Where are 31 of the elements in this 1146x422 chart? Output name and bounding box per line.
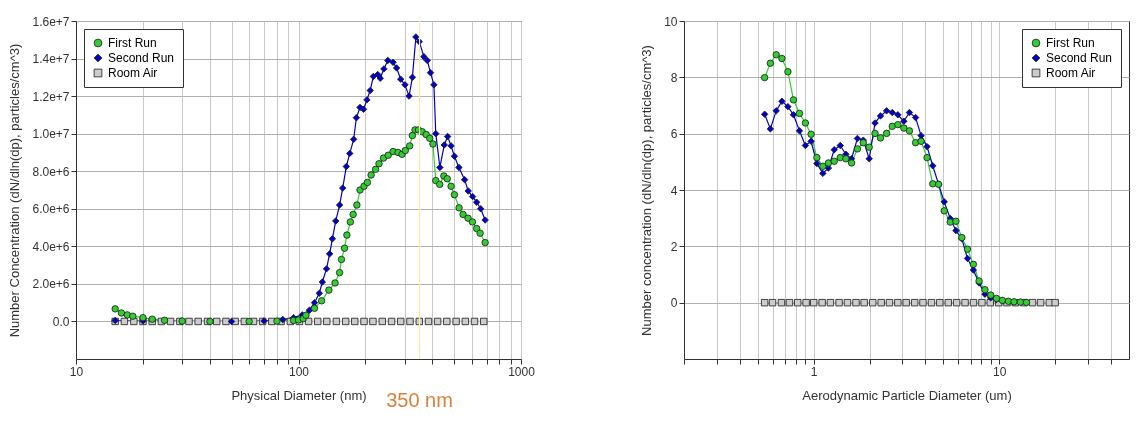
x-axis-title: Aerodynamic Particle Diameter (um) <box>802 387 1012 403</box>
x-tick-label: 1000 <box>508 364 536 379</box>
y-tick-label: 0.0 <box>52 314 70 329</box>
y-axis-title: Number concentration (dN/dln(dp), particles/cm^3) <box>639 45 655 336</box>
x-axis-title: Physical Diameter (nm) <box>231 387 367 403</box>
y-tick-label: 6 <box>670 127 678 142</box>
y-tick-label: 10 <box>664 14 678 29</box>
legend-label: Second Run <box>1046 51 1113 65</box>
x-tick-label: 10 <box>69 364 84 379</box>
y-tick-label: 8 <box>670 70 678 85</box>
legend-label: Room Air <box>1046 66 1096 80</box>
legend-label: First Run <box>1046 36 1095 50</box>
y-tick-label: 6.0e+6 <box>32 202 70 217</box>
legend-label: Second Run <box>108 51 175 65</box>
legend-label: Room Air <box>108 66 158 80</box>
y-tick-label: 4.0e+6 <box>32 239 70 254</box>
x-tick-label: 10 <box>993 364 1007 379</box>
y-tick-label: 1.4e+7 <box>32 52 70 67</box>
y-tick-label: 1.6e+7 <box>32 14 70 29</box>
y-tick-label: 1.2e+7 <box>32 89 70 104</box>
y-tick-label: 2 <box>670 239 678 254</box>
y-tick-label: 1.0e+7 <box>32 127 70 142</box>
ref-line-label: 350 nm <box>386 389 453 411</box>
y-tick-label: 8.0e+6 <box>32 164 70 179</box>
y-tick-label: 2.0e+6 <box>32 277 70 292</box>
y-axis-title: Number Concentration (dN/dln(dp), particles/cm^3) <box>7 43 23 338</box>
y-tick-label: 4 <box>670 183 678 198</box>
x-tick-label: 100 <box>288 364 310 379</box>
legend-label: First Run <box>108 36 157 50</box>
x-tick-label: 1 <box>810 364 818 379</box>
y-tick-label: 0 <box>670 296 678 311</box>
